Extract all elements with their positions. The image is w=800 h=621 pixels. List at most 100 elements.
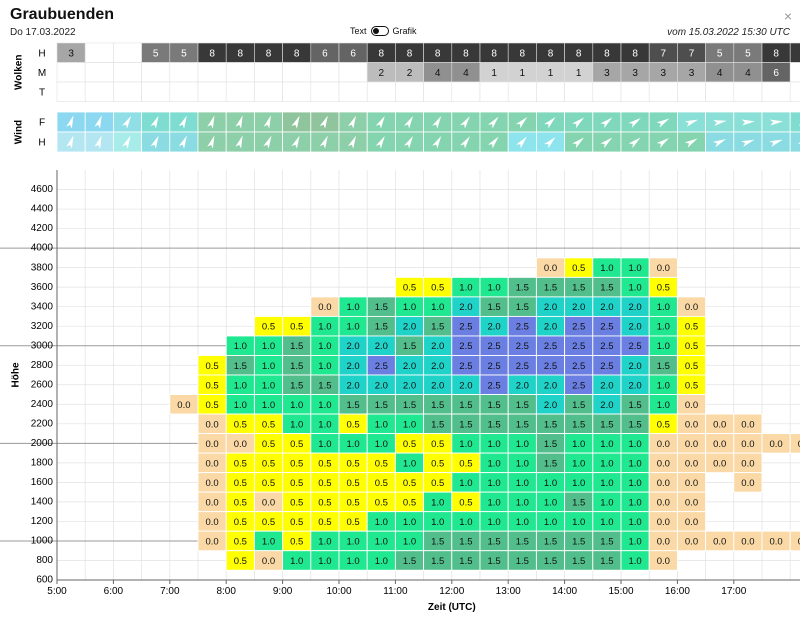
cloud-value: 8 (548, 48, 554, 59)
wind-arrow-icon (712, 139, 727, 148)
x-tick-label: 8:00 (216, 586, 236, 597)
heatmap-cell-value: 1.0 (600, 458, 613, 469)
wind-arrow-icon (94, 135, 102, 149)
heatmap-cell-value: 0.0 (205, 419, 218, 430)
heatmap-cell-value: 0.0 (205, 439, 218, 450)
heatmap-cell-value: 1.5 (544, 556, 557, 567)
heatmap-cell-value: 0.5 (318, 517, 331, 528)
cloud-row-label: M (38, 68, 46, 79)
toggle-label-text[interactable]: Text (350, 26, 367, 36)
heatmap-cell-value: 0.0 (657, 536, 670, 547)
cloud-cell (423, 81, 453, 102)
heatmap-cell-value: 1.0 (262, 536, 275, 547)
heatmap-cell-value: 1.0 (262, 400, 275, 411)
heatmap-cell-value: 2.0 (628, 322, 641, 333)
thermal-heatmap: 600 800 1000 1200 1400 1600 1800 2000 2200 2400 26… (0, 170, 800, 613)
heatmap-cell-value: 1.0 (459, 517, 472, 528)
heatmap-cell-value: 0.5 (234, 536, 247, 547)
heatmap-cell-value: 1.0 (516, 517, 529, 528)
heatmap-cell-value: 0.0 (205, 517, 218, 528)
heatmap-cell-value: 1.0 (431, 517, 444, 528)
wind-arrow-icon (713, 120, 727, 126)
heatmap-cell-value: 2.5 (459, 361, 472, 372)
heatmap-cell-value: 0.0 (685, 419, 698, 430)
heatmap-cell-value: 1.0 (346, 536, 359, 547)
x-tick-label: 16:00 (665, 586, 690, 597)
cloud-row-label: H (38, 48, 45, 59)
toggle-label-grafik[interactable]: Grafik (392, 26, 417, 36)
clouds-label: Wolken (14, 55, 25, 90)
heatmap-cell-value: 2.0 (628, 380, 641, 391)
heatmap-cell-value: 0.5 (657, 283, 670, 294)
heatmap-cell-value: 0.5 (346, 517, 359, 528)
wind-arrow-icon (628, 117, 641, 128)
wind-arrow-icon (150, 115, 159, 129)
wind-arrow-icon (319, 135, 328, 149)
heatmap-cell-value: 0.0 (741, 536, 754, 547)
cloud-cell (620, 81, 650, 102)
heatmap-cell-value: 1.5 (459, 556, 472, 567)
wind-arrow-icon (207, 115, 215, 129)
heatmap-cell-value: 0.5 (205, 361, 218, 372)
heatmap-cell-value: 0.0 (657, 497, 670, 508)
wind-arrow-icon (544, 137, 556, 149)
heatmap-cell-value: 1.0 (262, 361, 275, 372)
heatmap-cell-value: 1.0 (290, 400, 303, 411)
x-tick-label: 6:00 (104, 586, 124, 597)
cloud-cell (225, 62, 255, 83)
heatmap-cell-value: 2.0 (516, 380, 529, 391)
cloud-value: 6 (773, 68, 779, 79)
heatmap-cell-value: 0.0 (685, 536, 698, 547)
cloud-cell (592, 81, 622, 102)
cloud-value: 2 (407, 68, 413, 79)
wind-arrow-icon (178, 115, 187, 129)
y-tick-label: 1600 (31, 477, 54, 488)
cloud-cell (789, 62, 800, 83)
heatmap-cell-value: 2.5 (600, 322, 613, 333)
close-icon[interactable]: × (783, 8, 792, 24)
heatmap-cell-value: 1.5 (544, 536, 557, 547)
heatmap-cell-value: 1.0 (628, 517, 641, 528)
heatmap-cell-value: 0.0 (205, 536, 218, 547)
heatmap-cell-value: 1.0 (516, 439, 529, 450)
wind-arrow-icon (572, 117, 585, 129)
cloud-cell (113, 81, 142, 102)
toggle-knob (372, 28, 379, 34)
view-toggle[interactable]: Text Grafik (350, 26, 417, 36)
heatmap-cell-value: 2.0 (459, 302, 472, 313)
heatmap-cell-value: 2.0 (375, 380, 388, 391)
y-tick-label: 1000 (31, 536, 54, 547)
heatmap-cell-value: 1.0 (318, 556, 331, 567)
heatmap-cell-value: 1.0 (318, 439, 331, 450)
heatmap-cell-value: 1.5 (431, 556, 444, 567)
heatmap-cell-value: 1.0 (487, 458, 500, 469)
heatmap-cell-value: 0.0 (177, 400, 190, 411)
heatmap-cell-value: 1.5 (459, 536, 472, 547)
heatmap-cell-value: 0.5 (262, 439, 275, 450)
heatmap-cell-value: 0.0 (685, 478, 698, 489)
heatmap-cell-value: 0.0 (798, 439, 800, 450)
wind-arrow-icon (515, 117, 528, 129)
wind-arrow-icon (66, 135, 74, 149)
heatmap-cell-value: 0.5 (234, 556, 247, 567)
cloud-cell (451, 81, 481, 102)
heatmap-cell-value: 2.0 (375, 341, 388, 352)
cloud-cell (677, 81, 706, 102)
heatmap-cell-value: 2.0 (346, 380, 359, 391)
heatmap-cell-value: 2.0 (431, 361, 444, 372)
heatmap-cell-value: 0.5 (685, 341, 698, 352)
cloud-value: 8 (632, 48, 638, 59)
toggle-switch[interactable] (370, 26, 389, 36)
heatmap-cell-value: 2.5 (628, 341, 641, 352)
heatmap-cell-value: 1.0 (628, 556, 641, 567)
heatmap-cell-value: 1.0 (628, 439, 641, 450)
heatmap-cell-value: 0.0 (685, 517, 698, 528)
heatmap-cell-value: 0.0 (713, 458, 726, 469)
heatmap-cell-value: 0.5 (262, 517, 275, 528)
heatmap-cell-value: 0.5 (262, 419, 275, 430)
heatmap-cell-value: 0.5 (346, 478, 359, 489)
wind-arrow-icon (291, 135, 300, 149)
heatmap-cell-value: 1.5 (600, 283, 613, 294)
heatmap-cell-value: 1.0 (318, 322, 331, 333)
heatmap-cell-value: 0.5 (290, 439, 303, 450)
